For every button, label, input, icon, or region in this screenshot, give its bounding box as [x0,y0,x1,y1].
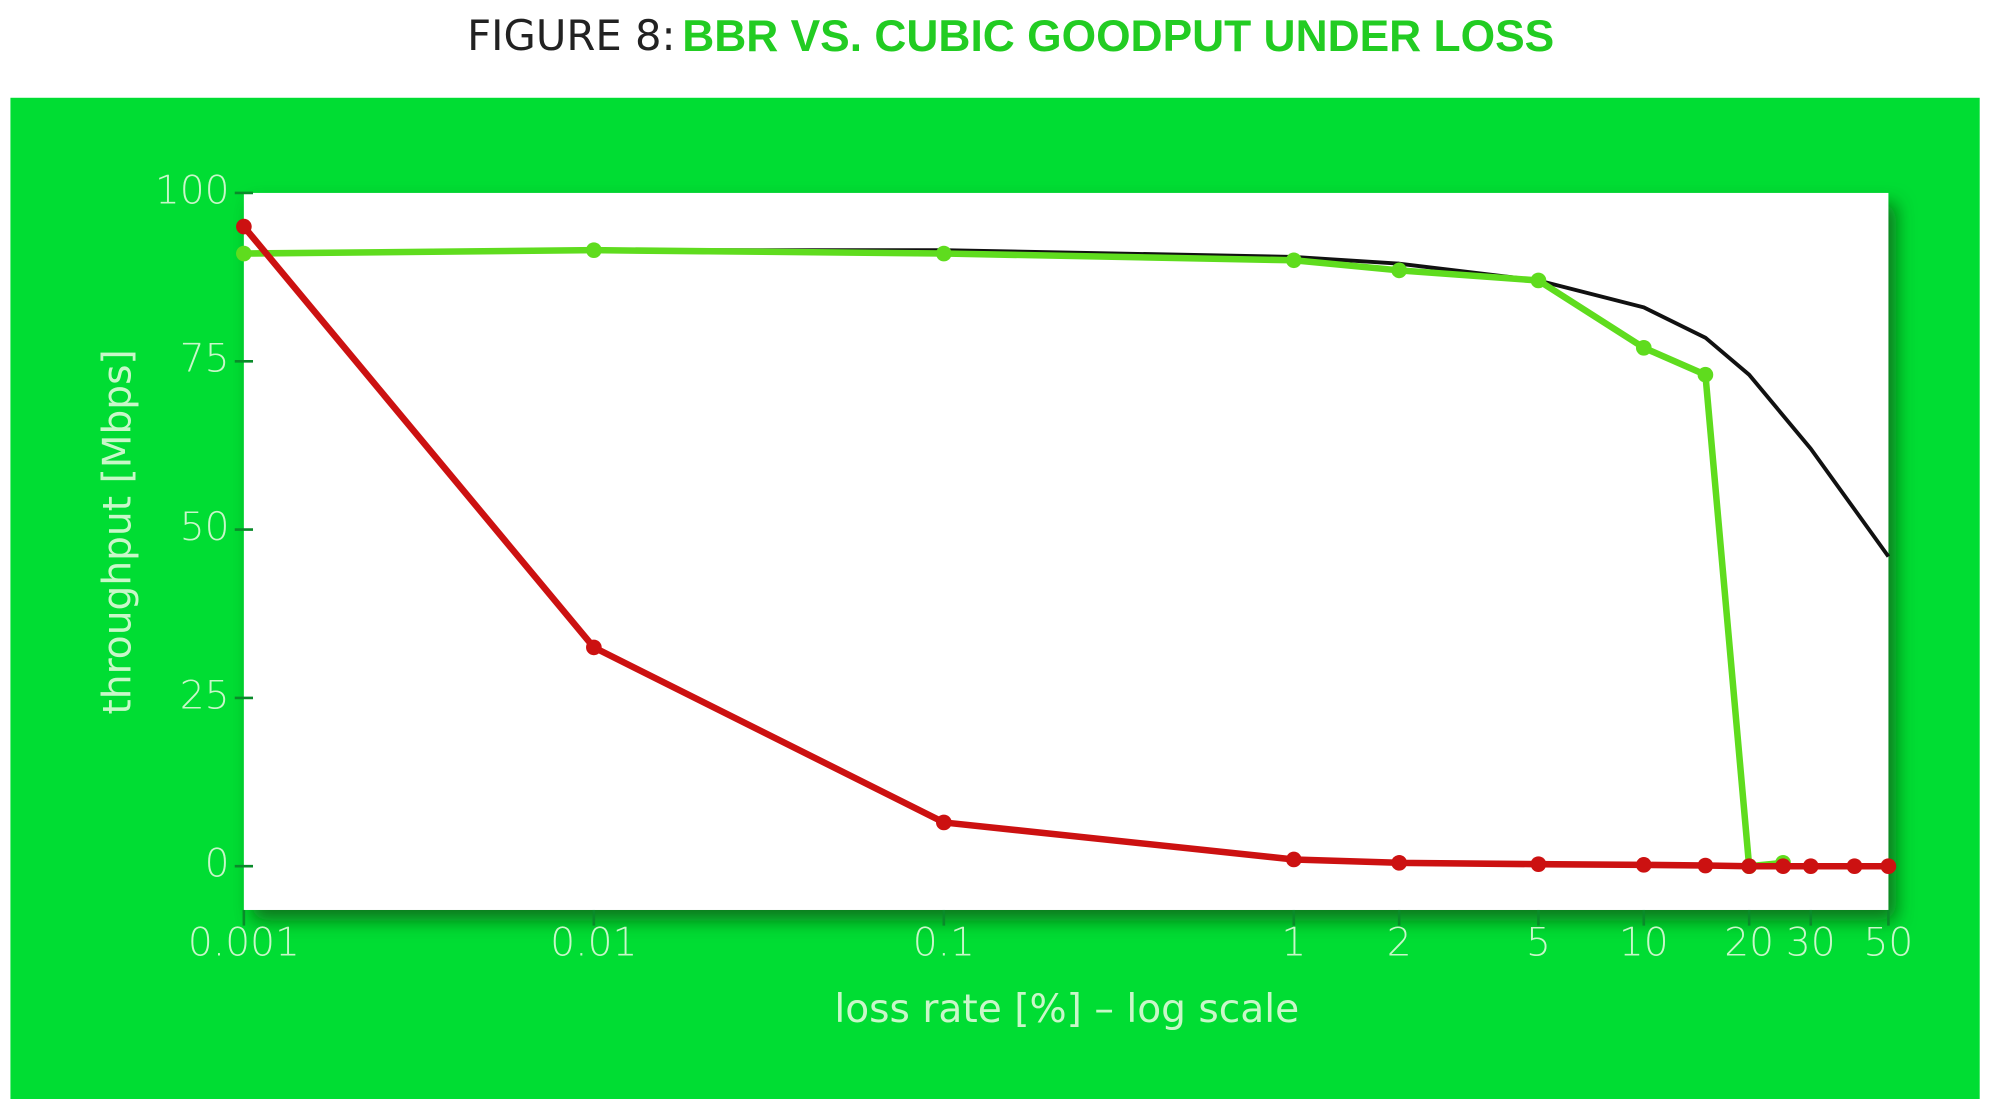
point [236,245,252,262]
y-tick-label: 50 [180,505,230,550]
point [1697,366,1714,383]
y-tick-label: 100 [155,168,230,213]
x-tick-label: 0.01 [550,921,637,966]
point [1880,858,1897,875]
x-axis-label: loss rate [%] – log scale [834,987,1299,1032]
point [1530,856,1547,873]
x-tick-label: 2 [1387,921,1412,966]
point [236,218,252,235]
title-main: BBR VS. CUBIC GOODPUT UNDER LOSS [682,12,1554,61]
point [1802,858,1819,875]
series-line [243,246,1784,870]
x-tick-label: 0.001 [188,921,300,966]
x-tick-label: 1 [1281,921,1306,966]
point [1635,857,1652,873]
point [936,245,952,262]
point [936,814,952,831]
x-tick-label: 20 [1724,921,1774,966]
y-tick-label: 0 [205,842,230,887]
point [1285,851,1302,868]
x-tick-label: 0.1 [913,921,975,966]
title-prefix: FIGURE 8: [467,11,675,60]
point [1741,858,1757,875]
point [1846,858,1863,875]
point [1635,339,1652,356]
x-tick-label: 50 [1864,921,1914,966]
y-tick-label: 75 [180,337,230,382]
plot-area [243,192,1889,910]
point [1285,252,1302,269]
point [586,639,602,656]
x-tick-label: 5 [1526,921,1551,966]
y-axis-label: throughput [Mbps] [95,349,140,714]
point [1391,262,1407,279]
x-tick-label: 10 [1619,921,1669,966]
point [1775,858,1791,875]
point [1697,857,1714,874]
point [1530,272,1547,289]
x-tick-label: 30 [1786,921,1836,966]
chart-title: FIGURE 8: BBR VS. CUBIC GOODPUT UNDER LO… [467,11,1554,61]
point [586,242,602,258]
point [1391,855,1407,871]
y-tick-label: 25 [180,673,230,718]
